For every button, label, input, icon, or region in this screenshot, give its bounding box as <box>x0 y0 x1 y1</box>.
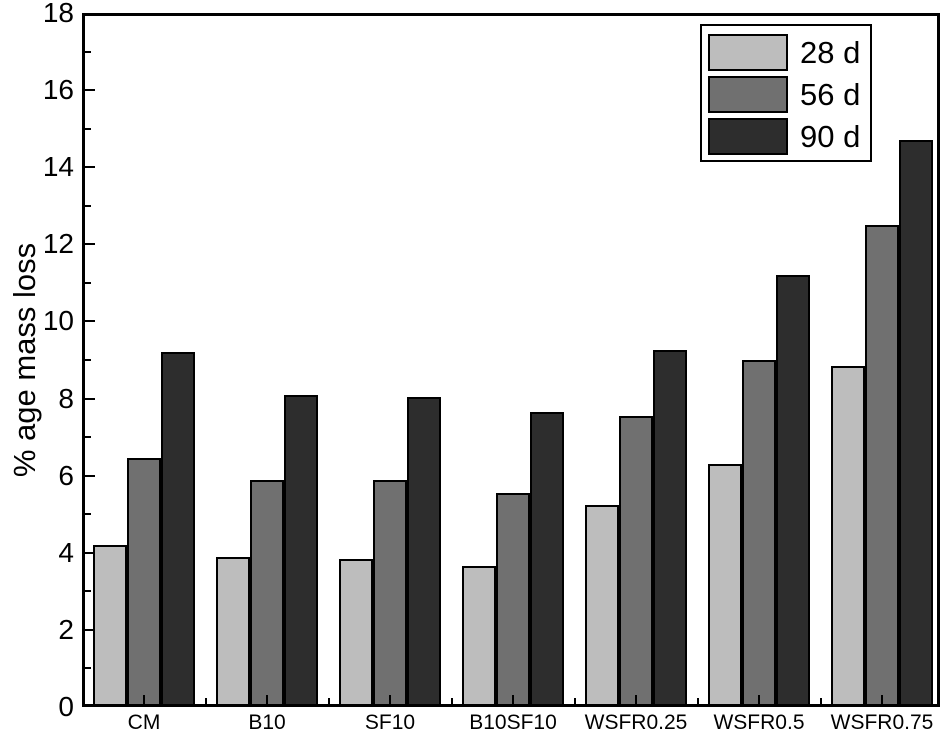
plot-area: 28 d 56 d 90 d <box>82 13 940 707</box>
y-major-tick-2 <box>85 628 95 631</box>
x-tick-label-CM: CM <box>127 711 161 734</box>
y-tick-label-10: 10 <box>42 305 74 337</box>
bar-CM-28d <box>93 545 127 707</box>
y-minor-tick-3 <box>85 590 91 593</box>
bar-WSFR0.75-56d <box>865 225 899 707</box>
x-tick-label-SF10: SF10 <box>364 711 416 734</box>
x-tick-label-B10: B10 <box>248 711 286 734</box>
x-major-tick-SF10 <box>389 695 391 704</box>
x-minor-tick-5 <box>819 698 822 704</box>
x-tick-label-B10SF10: B10SF10 <box>469 711 557 734</box>
bar-SF10-90d <box>407 396 441 707</box>
y-major-tick-8 <box>85 397 95 400</box>
bar-B10-28d <box>216 556 250 707</box>
legend-items: 28 d 56 d 90 d <box>708 31 870 157</box>
legend-swatch-28d <box>708 33 788 71</box>
bar-SF10-28d <box>339 558 373 707</box>
y-major-tick-4 <box>85 551 95 554</box>
x-major-tick-WSFR0.5 <box>758 695 760 704</box>
y-minor-tick-15 <box>85 127 91 130</box>
legend-swatch-56d <box>708 75 788 113</box>
x-minor-tick-1 <box>327 698 330 704</box>
bar-B10-90d <box>284 394 318 707</box>
bar-CM-90d <box>161 352 195 707</box>
y-minor-tick-17 <box>85 50 91 53</box>
bar-B10SF10-90d <box>530 412 564 707</box>
bar-B10SF10-28d <box>462 566 496 707</box>
y-major-tick-6 <box>85 474 95 477</box>
y-tick-label-4: 4 <box>58 536 74 568</box>
legend-item-56d: 56 d <box>708 73 870 115</box>
y-tick-label-2: 2 <box>58 613 74 645</box>
bar-WSFR0.75-90d <box>899 140 933 707</box>
y-minor-tick-11 <box>85 281 91 284</box>
x-tick-label-WSFR0.5: WSFR0.5 <box>713 711 805 734</box>
x-major-tick-WSFR0.25 <box>635 695 637 704</box>
x-minor-tick-0 <box>204 698 207 704</box>
x-tick-label-WSFR0.75: WSFR0.75 <box>830 711 934 734</box>
y-major-tick-14 <box>85 166 95 169</box>
bar-WSFR0.25-28d <box>585 504 619 707</box>
y-major-tick-16 <box>85 89 95 92</box>
y-major-tick-12 <box>85 243 95 246</box>
x-minor-tick-4 <box>696 698 699 704</box>
bar-B10SF10-56d <box>496 493 530 707</box>
y-minor-tick-9 <box>85 359 91 361</box>
legend-label-28d: 28 d <box>800 34 861 70</box>
x-major-tick-CM <box>143 695 145 704</box>
bar-CM-56d <box>127 458 161 707</box>
bar-B10-56d <box>250 479 284 707</box>
y-minor-tick-7 <box>85 436 91 439</box>
bar-WSFR0.5-56d <box>742 360 776 707</box>
x-major-tick-B10SF10 <box>512 695 514 704</box>
y-axis-title: % age mass loss <box>7 242 42 478</box>
y-major-tick-10 <box>85 320 95 323</box>
y-tick-label-18: 18 <box>42 0 74 28</box>
x-minor-tick-2 <box>450 698 453 704</box>
bar-WSFR0.25-90d <box>653 350 687 707</box>
bar-SF10-56d <box>373 479 407 707</box>
y-tick-label-8: 8 <box>58 382 74 414</box>
x-major-tick-B10 <box>266 695 268 704</box>
legend-swatch-90d <box>708 117 788 155</box>
legend: 28 d 56 d 90 d <box>700 24 872 162</box>
bar-WSFR0.5-28d <box>708 464 742 707</box>
y-minor-tick-5 <box>85 513 91 516</box>
y-tick-label-12: 12 <box>42 228 74 260</box>
legend-item-90d: 90 d <box>708 115 870 157</box>
y-tick-label-14: 14 <box>42 151 74 183</box>
legend-label-90d: 90 d <box>800 118 861 154</box>
bar-WSFR0.75-28d <box>831 365 865 707</box>
y-tick-label-16: 16 <box>42 74 74 106</box>
x-major-tick-WSFR0.75 <box>881 695 883 704</box>
bar-WSFR0.25-56d <box>619 415 653 707</box>
x-minor-tick-3 <box>573 698 576 704</box>
y-tick-label-0: 0 <box>58 691 74 722</box>
legend-item-28d: 28 d <box>708 31 870 73</box>
bar-WSFR0.5-90d <box>776 275 810 707</box>
x-tick-label-WSFR0.25: WSFR0.25 <box>584 711 688 734</box>
y-minor-tick-13 <box>85 204 91 207</box>
y-minor-tick-1 <box>85 667 91 670</box>
legend-label-56d: 56 d <box>800 76 861 112</box>
y-tick-label-6: 6 <box>58 459 74 491</box>
